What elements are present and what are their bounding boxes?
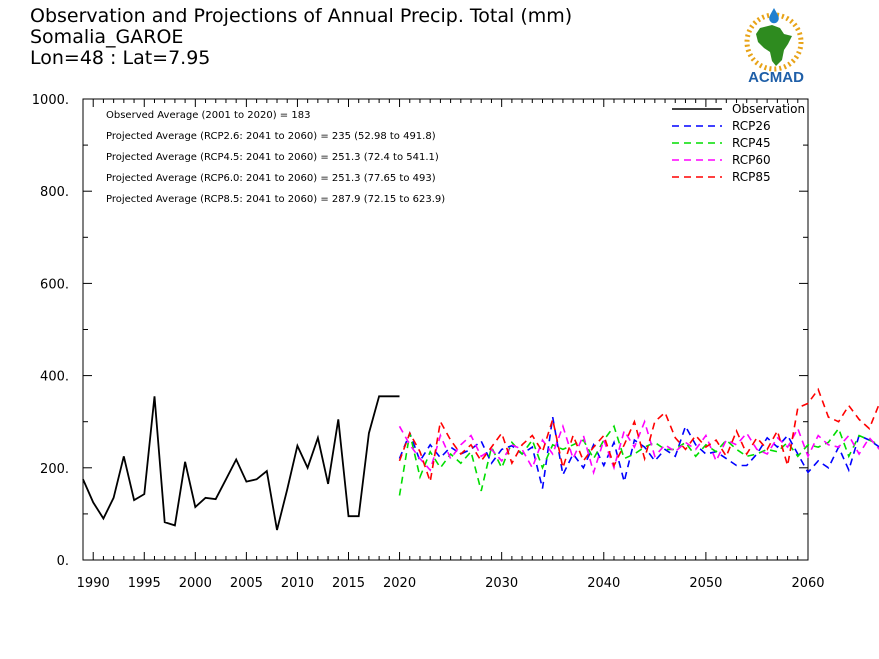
logo-text: ACMAD [748,69,804,84]
legend-label: RCP60 [732,153,771,167]
annotation-line: Observed Average (2001 to 2020) = 183 [106,110,310,121]
series-line-rcp45 [398,424,879,496]
legend-label: RCP45 [732,136,771,150]
x-tick-label: 2060 [791,576,824,591]
x-tick-label: 2030 [485,576,518,591]
africa-map-sun-drop-logo-icon: ACMAD [744,8,804,86]
series-line-rcp26 [398,416,879,489]
series-line-rcp85 [398,387,879,482]
annotation-line: Projected Average (RCP8.5: 2041 to 2060)… [106,194,445,205]
annotation-line: Projected Average (RCP4.5: 2041 to 2060)… [106,152,439,163]
africa-map-icon [756,25,792,66]
drop-icon [769,8,779,24]
chart-subtitle-station: Somalia_GAROE [30,26,184,48]
y-tick-label: 800. [40,185,69,200]
annotation-line: Projected Average (RCP6.0: 2041 to 2060)… [106,173,436,184]
acmad-logo: ACMAD [734,6,818,86]
y-tick-label: 1000. [32,93,69,108]
x-tick-label: 2040 [587,576,620,591]
y-tick-label: 0. [57,554,69,569]
series-line-observation [82,395,400,531]
legend-label: RCP85 [732,170,771,184]
x-tick-label: 2005 [230,576,263,591]
chart-title: Observation and Projections of Annual Pr… [30,5,573,27]
x-tick-label: 2000 [179,576,212,591]
chart-title-block: Observation and Projections of Annual Pr… [30,6,572,69]
series-line-rcp60 [398,419,879,476]
y-tick-label: 600. [40,277,69,292]
x-tick-label: 2015 [332,576,365,591]
legend-label: Observation [732,102,805,116]
x-tick-label: 2020 [383,576,416,591]
x-tick-label: 2050 [689,576,722,591]
chart-subtitle-coords: Lon=48 : Lat=7.95 [30,47,211,69]
x-tick-label: 1995 [128,576,161,591]
x-tick-label: 1990 [77,576,110,591]
annotation-line: Projected Average (RCP2.6: 2041 to 2060)… [106,131,436,142]
y-tick-label: 400. [40,370,69,385]
y-tick-label: 200. [40,462,69,477]
x-tick-label: 2010 [281,576,314,591]
legend-label: RCP26 [732,119,771,133]
